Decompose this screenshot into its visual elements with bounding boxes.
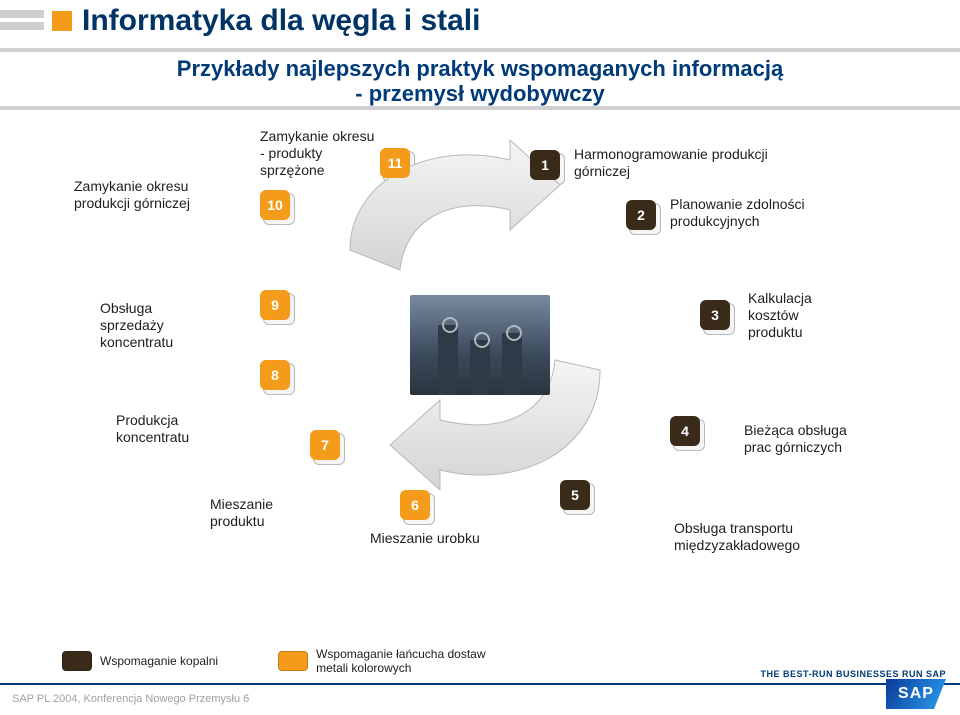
node-badge-7: 7 xyxy=(310,430,340,460)
node-label-2: Planowanie zdolności produkcyjnych xyxy=(670,196,890,230)
node-badge-1: 1 xyxy=(530,150,560,180)
mining-photo-placeholder xyxy=(410,295,550,395)
text: Produkcja koncentratu xyxy=(116,412,189,445)
node-badge-10: 10 xyxy=(260,190,290,220)
node-label-4: Bieżąca obsługa prac górniczych xyxy=(744,422,944,456)
text: Obsługa sprzedaży koncentratu xyxy=(100,300,173,350)
label-mieszanie-produktu: Mieszanie produktu xyxy=(210,496,273,530)
node-label-3: Kalkulacja kosztów produktu xyxy=(748,290,908,340)
node-label-1: Harmonogramowanie produkcji górniczej xyxy=(574,146,834,180)
node-badge-9: 9 xyxy=(260,290,290,320)
title-bullet-icon xyxy=(52,11,72,31)
legend-swatch-supply xyxy=(278,651,308,671)
label-produkcja-koncentratu: Produkcja koncentratu xyxy=(116,412,189,446)
text: Mieszanie produktu xyxy=(210,496,273,529)
label-zamykanie-gorniczej: Zamykanie okresu produkcji górniczej xyxy=(74,178,190,212)
subtitle-line1: Przykłady najlepszych praktyk wspomagany… xyxy=(0,56,960,81)
sap-logo: THE BEST-RUN BUSINESSES RUN SAP SAP xyxy=(760,669,946,709)
tower-icon xyxy=(502,333,522,395)
footer-left: SAP PL 2004, Konferencja Nowego Przemysł… xyxy=(12,693,249,705)
text: Obsługa transportu międzyzakładowego xyxy=(674,520,800,553)
subtitle-band: Przykłady najlepszych praktyk wspomagany… xyxy=(0,52,960,106)
sap-logo-icon: SAP xyxy=(886,679,946,709)
sap-tagline: THE BEST-RUN BUSINESSES RUN SAP xyxy=(760,669,946,679)
legend-label-supply: Wspomaganie łańcucha dostaw metali kolor… xyxy=(316,647,485,675)
subtitle-line2: - przemysł wydobywczy xyxy=(0,81,960,106)
stripe xyxy=(0,22,44,30)
node-label-6: Mieszanie urobku xyxy=(370,530,570,547)
tower-icon xyxy=(470,340,490,395)
legend-mining: Wspomaganie kopalni xyxy=(62,651,218,671)
legend-supply: Wspomaganie łańcucha dostaw metali kolor… xyxy=(278,647,485,675)
node-badge-11: 11 xyxy=(380,148,410,178)
page-title: Informatyka dla węgla i stali xyxy=(82,4,480,38)
divider xyxy=(0,106,960,110)
label-obsluga-transportu: Obsługa transportu międzyzakładowego xyxy=(674,520,800,554)
header-stripes xyxy=(0,10,44,30)
process-cycle-diagram: 1Harmonogramowanie produkcji górniczej2P… xyxy=(0,120,960,630)
text: Zamykanie okresu - produkty sprzężone xyxy=(260,128,374,178)
node-badge-3: 3 xyxy=(700,300,730,330)
node-badge-6: 6 xyxy=(400,490,430,520)
legend-swatch-mining xyxy=(62,651,92,671)
node-badge-8: 8 xyxy=(260,360,290,390)
label-zamykanie-sprzezone: Zamykanie okresu - produkty sprzężone xyxy=(260,128,374,178)
legend-label-mining: Wspomaganie kopalni xyxy=(100,654,218,668)
node-badge-5: 5 xyxy=(560,480,590,510)
node-badge-4: 4 xyxy=(670,416,700,446)
tower-icon xyxy=(438,325,458,395)
label-obsluga-sprzedazy: Obsługa sprzedaży koncentratu xyxy=(100,300,173,350)
title-row: Informatyka dla węgla i stali xyxy=(52,4,480,38)
text: Zamykanie okresu produkcji górniczej xyxy=(74,178,190,211)
node-badge-2: 2 xyxy=(626,200,656,230)
legend: Wspomaganie kopalni Wspomaganie łańcucha… xyxy=(62,647,486,675)
stripe xyxy=(0,10,44,18)
